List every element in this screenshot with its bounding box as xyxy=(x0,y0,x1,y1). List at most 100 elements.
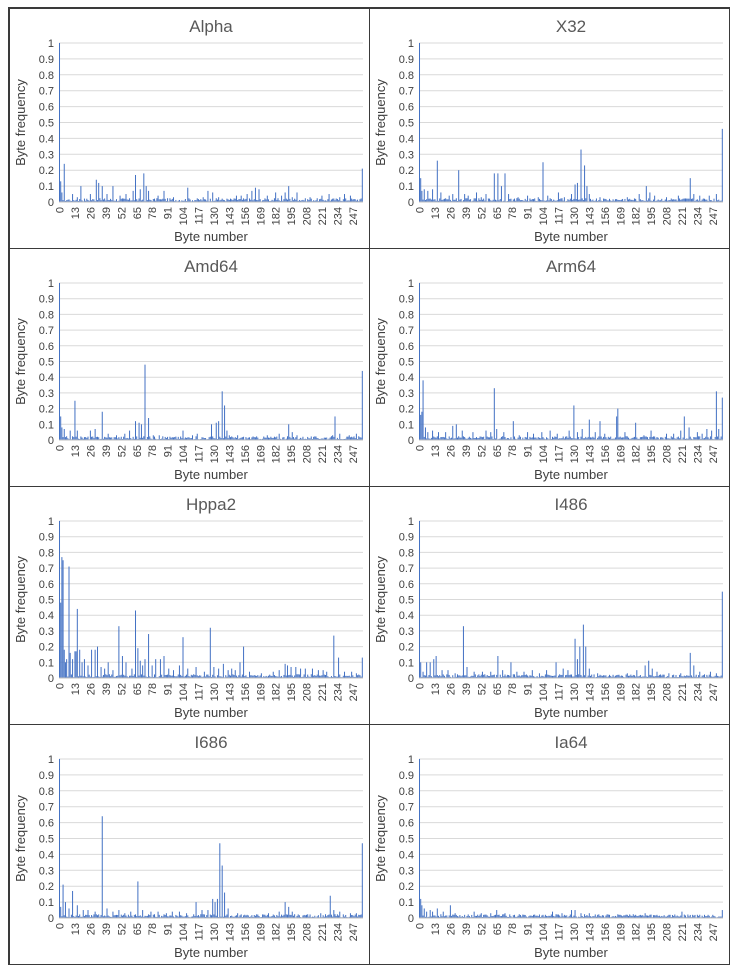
bar xyxy=(440,437,442,440)
bar xyxy=(187,668,189,678)
bar xyxy=(265,199,267,202)
bar xyxy=(292,437,294,440)
bar xyxy=(79,199,81,202)
bar xyxy=(170,437,172,440)
bar xyxy=(440,914,442,918)
bar xyxy=(688,675,690,678)
bar xyxy=(321,195,323,202)
bar xyxy=(676,915,678,918)
bar xyxy=(655,438,657,440)
bar xyxy=(335,198,337,202)
bar xyxy=(207,190,209,202)
bar xyxy=(483,914,485,918)
bar xyxy=(429,910,431,918)
bar xyxy=(440,192,442,202)
bar xyxy=(97,646,99,678)
bar xyxy=(169,198,171,202)
bar xyxy=(698,675,700,678)
bar xyxy=(347,200,349,202)
bar xyxy=(173,670,175,678)
bar xyxy=(573,915,575,918)
bar xyxy=(277,198,279,202)
bar xyxy=(572,199,574,202)
y-tick-label: 0.3 xyxy=(399,626,414,638)
y-tick-label: 0.7 xyxy=(399,802,414,814)
bar xyxy=(233,675,235,678)
bar xyxy=(654,195,656,202)
bar xyxy=(290,667,292,678)
bar xyxy=(344,916,346,918)
bar xyxy=(563,197,565,202)
bar xyxy=(713,915,715,918)
bar xyxy=(499,674,501,678)
y-tick-label: 1 xyxy=(408,38,414,50)
y-tick-label: 0.9 xyxy=(399,54,414,66)
y-tick-label: 0.1 xyxy=(399,657,414,669)
bar xyxy=(245,675,247,678)
bar xyxy=(110,916,112,918)
bar xyxy=(641,676,643,678)
bar xyxy=(251,915,253,918)
bar xyxy=(98,437,100,440)
bar xyxy=(63,163,65,202)
bar xyxy=(669,200,671,202)
bar xyxy=(66,916,68,918)
x-axis-label: Byte number xyxy=(174,467,248,482)
bar xyxy=(557,438,559,440)
bar xyxy=(690,198,692,202)
bar xyxy=(228,199,230,202)
bar xyxy=(316,438,318,440)
bar xyxy=(235,195,237,202)
bar xyxy=(473,438,475,440)
bar xyxy=(102,916,104,918)
bar xyxy=(721,910,723,918)
bar xyxy=(256,675,258,678)
bar xyxy=(212,898,214,918)
bar xyxy=(178,199,180,202)
bar xyxy=(173,916,175,918)
bar xyxy=(247,437,249,440)
bar xyxy=(129,198,131,202)
bar xyxy=(333,635,335,678)
x-tick-label: 26 xyxy=(446,923,458,935)
bar xyxy=(106,908,108,918)
bar xyxy=(340,200,342,202)
bar xyxy=(427,190,429,202)
bar xyxy=(480,674,482,678)
chart-title: Amd64 xyxy=(184,257,238,276)
bar xyxy=(654,915,656,918)
bar xyxy=(517,197,519,202)
bar xyxy=(159,659,161,678)
bar xyxy=(438,915,440,918)
bar xyxy=(419,521,421,678)
bar xyxy=(212,436,214,440)
bar xyxy=(195,667,197,678)
bar xyxy=(430,437,432,440)
bar xyxy=(515,438,517,440)
bar xyxy=(207,674,209,678)
y-tick-label: 0.8 xyxy=(399,309,414,321)
bar xyxy=(500,186,502,202)
bar xyxy=(82,438,84,440)
bar xyxy=(256,436,258,440)
bar xyxy=(485,194,487,202)
bar xyxy=(111,437,113,440)
bar xyxy=(152,435,154,440)
bar xyxy=(126,676,128,678)
bar xyxy=(289,914,291,918)
x-tick-label: 234 xyxy=(333,445,345,463)
bar xyxy=(211,676,213,678)
bar xyxy=(693,665,695,678)
bar xyxy=(462,916,464,918)
x-tick-label: 143 xyxy=(224,683,236,701)
bar xyxy=(201,910,203,918)
bar xyxy=(303,674,305,678)
bar xyxy=(137,881,139,918)
bar xyxy=(625,674,627,678)
bar xyxy=(271,437,273,440)
bar xyxy=(505,915,507,918)
bar xyxy=(542,437,544,440)
x-axis-label: Byte number xyxy=(534,467,608,482)
bar xyxy=(170,915,172,918)
bar xyxy=(682,198,684,202)
